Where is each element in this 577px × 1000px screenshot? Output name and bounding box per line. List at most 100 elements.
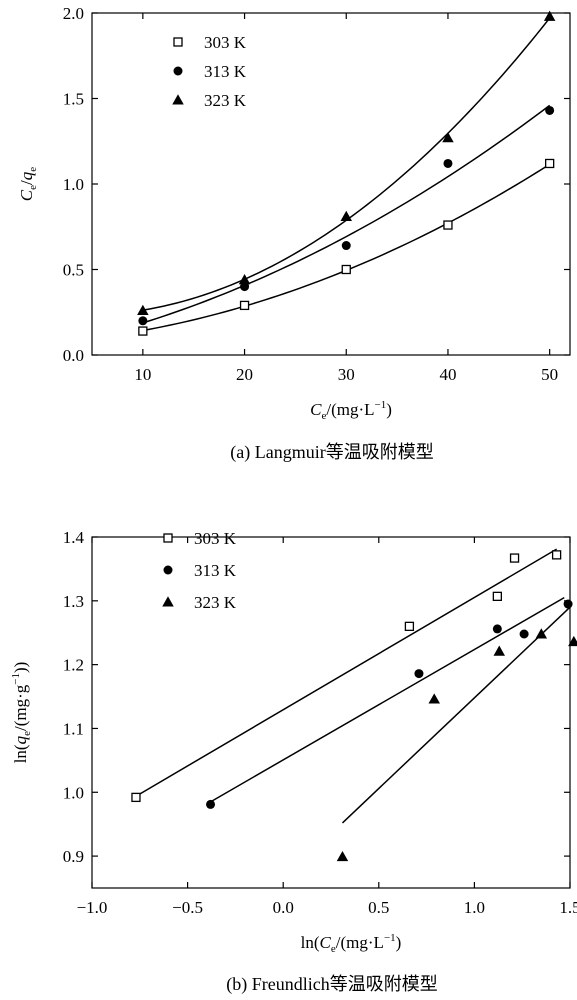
y-label-var: q <box>11 735 30 744</box>
x-tick-label: 30 <box>338 365 355 384</box>
data-point-303K <box>443 220 453 230</box>
data-point-303K <box>239 300 250 311</box>
legend-label: 303 K <box>194 529 237 548</box>
x-tick-label: 0.5 <box>368 898 389 917</box>
legend-marker <box>163 533 173 543</box>
y-axis-label: Ce/qe <box>17 167 39 201</box>
data-point-303K <box>404 621 415 631</box>
y-label-sup: −1 <box>10 673 22 685</box>
x-tick-label: 10 <box>134 365 151 384</box>
y-label-var: C <box>17 189 36 201</box>
x-label-part: /(mg·L <box>336 933 384 952</box>
y-label-sub: e <box>21 731 33 736</box>
y-label-var: q <box>17 171 36 180</box>
data-point-323K <box>568 635 577 647</box>
y-label-part: /(mg·g <box>11 684 30 731</box>
x-tick-label: 50 <box>541 365 558 384</box>
data-point-313K <box>492 624 502 634</box>
fit-line-303K <box>133 548 557 799</box>
legend-marker <box>173 66 183 76</box>
y-tick-label: 1.0 <box>63 175 84 194</box>
y-label-part: )) <box>11 662 30 673</box>
data-point-303K <box>551 550 562 560</box>
plot-frame <box>91 536 571 889</box>
fit-line-313K <box>210 596 565 803</box>
data-point-323K <box>535 628 548 639</box>
x-tick-label: 0.0 <box>273 898 294 917</box>
data-point-313K <box>563 599 573 609</box>
y-label-part: ln( <box>11 744 30 763</box>
data-point-303K <box>131 792 141 803</box>
data-point-303K <box>341 264 351 275</box>
data-point-323K <box>238 274 251 285</box>
data-point-313K <box>206 799 216 809</box>
data-point-303K <box>138 326 148 336</box>
x-label-sub: e <box>331 943 336 955</box>
legend-label: 323 K <box>204 91 247 110</box>
legend-marker <box>162 596 174 607</box>
data-point-313K <box>519 629 529 639</box>
legend-marker <box>172 94 184 105</box>
legend-marker <box>173 37 183 47</box>
y-axis-label: ln(qe/(mg·g−1)) <box>10 662 33 764</box>
x-axis-label: ln(Ce/(mg·L−1) <box>301 932 402 955</box>
y-tick-label: 1.5 <box>63 90 84 109</box>
legend-label: 313 K <box>204 62 247 81</box>
data-point-303K <box>509 553 520 563</box>
x-tick-label: 20 <box>236 365 253 384</box>
legend-label: 303 K <box>204 33 247 52</box>
x-label-sup: −1 <box>384 932 396 944</box>
fit-curve-313K <box>142 104 551 324</box>
x-label-var: C <box>310 400 322 419</box>
y-tick-label: 1.0 <box>63 783 84 802</box>
legend: 303 K 313 K 323 K <box>162 529 237 612</box>
legend-label: 313 K <box>194 561 237 580</box>
data-point-313K <box>443 158 453 168</box>
data-point-313K <box>545 105 555 115</box>
x-label-part: ln( <box>301 933 320 952</box>
x-label-var: C <box>320 933 332 952</box>
x-tick-label: −0.5 <box>172 898 203 917</box>
y-tick-label: 0.0 <box>63 346 84 365</box>
legend: 303 K 313 K 323 K <box>172 33 247 110</box>
data-point-323K <box>543 10 556 21</box>
data-point-323K <box>428 693 440 704</box>
figure-caption: (b) Freundlich等温吸附模型 <box>226 974 437 995</box>
x-label-part: ) <box>386 400 392 419</box>
data-point-323K <box>493 645 505 656</box>
figure-caption: (a) Langmuir等温吸附模型 <box>230 442 433 463</box>
data-point-303K <box>545 158 555 169</box>
y-tick-label: 2.0 <box>63 4 84 23</box>
x-tick-label: 1.0 <box>464 898 485 917</box>
y-tick-label: 1.4 <box>63 528 85 547</box>
data-point-323K <box>336 850 349 862</box>
y-tick-label: 1.1 <box>63 719 84 738</box>
y-tick-label: 1.3 <box>63 592 84 611</box>
x-tick-label: 1.5 <box>559 898 577 917</box>
chart-langmuir: 10 20 30 40 50 0.0 0.5 1.0 1.5 2.0 303 K 313 K 323 K… <box>17 4 571 463</box>
data-point-313K <box>414 669 424 679</box>
x-label-sup: −1 <box>375 399 387 411</box>
data-point-323K <box>137 304 149 315</box>
x-label-part: /(mg·L <box>326 400 374 419</box>
x-axis-label: Ce/(mg·L−1) <box>310 399 392 422</box>
y-tick-label: 0.5 <box>63 261 84 280</box>
plot-frame <box>91 12 571 356</box>
data-point-313K <box>138 316 148 326</box>
y-label-part: / <box>17 180 36 185</box>
legend-marker <box>163 565 173 575</box>
y-tick-label: 0.9 <box>63 847 84 866</box>
chart-freundlich: −1.0 −0.5 0.0 0.5 1.0 1.5 0.9 1.0 1.1 1.2 1.3 1.4 30… <box>10 528 577 995</box>
x-label-sub: e <box>321 410 326 422</box>
data-point-323K <box>442 132 454 143</box>
data-point-313K <box>240 282 250 292</box>
x-tick-label: −1.0 <box>77 898 108 917</box>
x-tick-label: 40 <box>439 365 456 384</box>
legend-label: 323 K <box>194 593 237 612</box>
y-label-sub: e <box>27 167 39 172</box>
data-point-303K <box>492 591 502 602</box>
fit-line-323K <box>341 606 571 824</box>
data-point-313K <box>341 241 351 251</box>
y-tick-label: 1.2 <box>63 656 84 675</box>
